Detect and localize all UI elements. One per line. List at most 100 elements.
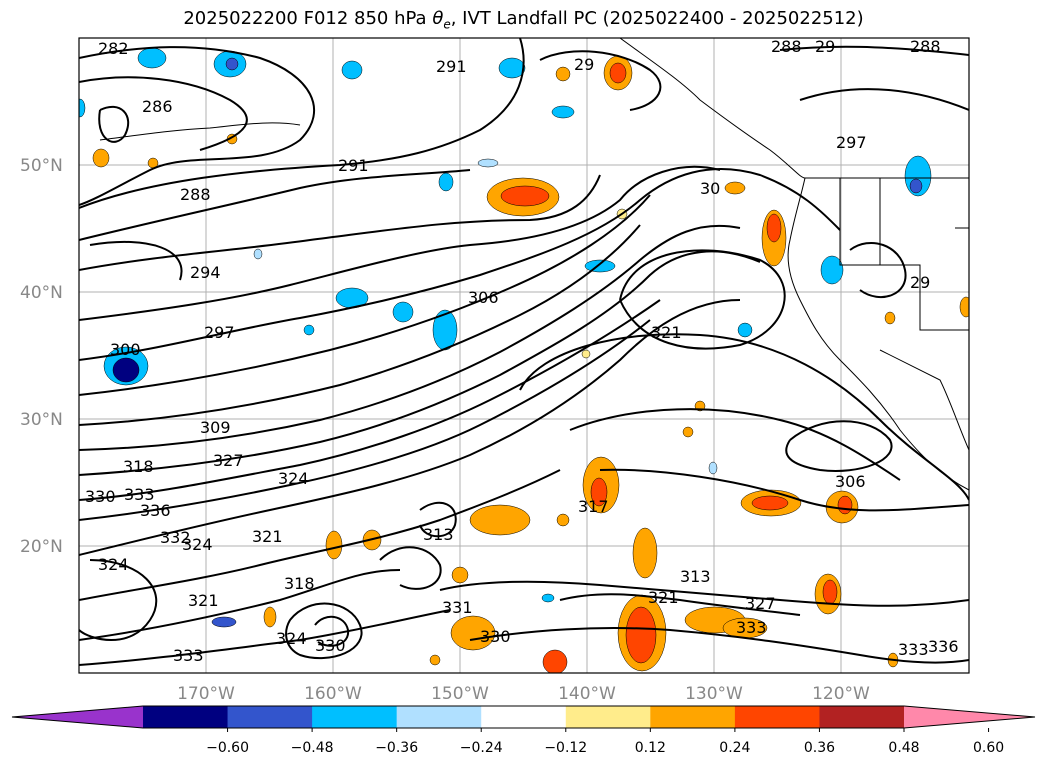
contour-label: 288 (910, 37, 941, 56)
neg-patch (584, 259, 616, 273)
lon-label-170w: 170°W (177, 684, 235, 704)
colorbar-extend-low (12, 706, 143, 728)
neg-patch (551, 105, 575, 119)
contour-label: 297 (836, 133, 867, 152)
colorbar-segment (143, 706, 229, 728)
contour-line (314, 615, 350, 647)
contour-line (849, 241, 907, 299)
contour-label: 324 (278, 469, 309, 488)
contour-label: 318 (284, 574, 315, 593)
colorbar-tick-label: −0.48 (291, 740, 334, 756)
contour-line (79, 250, 761, 476)
contour-line (469, 627, 969, 664)
neg-patch (708, 461, 718, 475)
contour-line (779, 45, 969, 56)
pos-patch (632, 527, 658, 579)
contour-line (98, 105, 130, 143)
colorbar-tick-label: 0.12 (635, 740, 666, 756)
contour-line (79, 169, 471, 241)
contour-label: 330 (85, 487, 116, 506)
contour-label: 336 (928, 637, 959, 656)
contour-label: 294 (190, 263, 221, 282)
map-title: 2025022200 F012 850 hPa θe, IVT Landfall… (183, 8, 864, 32)
neg-patch (225, 57, 239, 71)
contour-label: 321 (252, 527, 283, 546)
pos-patch (590, 477, 608, 507)
contour-label: 30 (700, 179, 720, 198)
neg-patch (820, 255, 844, 285)
positive-pc-patches (92, 55, 969, 673)
contour-line (419, 501, 457, 538)
border (839, 178, 969, 331)
pos-patch (555, 66, 571, 82)
neg-patch (137, 47, 167, 69)
contour-line (79, 299, 661, 501)
contour-line (599, 468, 969, 512)
contour-label: 333 (898, 640, 929, 659)
lon-label-140w: 140°W (558, 684, 616, 704)
contour-label: 29 (815, 37, 835, 56)
contour-label: 336 (140, 501, 171, 520)
colorbar: −0.60 −0.48 −0.36 −0.24 −0.12 0.12 0.24 0.36 0.4… (11, 705, 1036, 756)
colorbar-segment (650, 706, 736, 728)
colorbar-segment (312, 706, 398, 728)
contour-line (89, 241, 183, 281)
colorbar-tick-label: −0.12 (544, 740, 587, 756)
contour-line (79, 609, 451, 666)
contour-label: 306 (468, 288, 499, 307)
pos-patch (884, 311, 896, 325)
lat-label-50n: 50°N (20, 156, 63, 176)
contour-line (559, 593, 801, 616)
coastline (619, 38, 969, 179)
contour-label: 313 (680, 567, 711, 586)
colorbar-tick-label: −0.60 (206, 740, 249, 756)
contour-label: 318 (123, 457, 154, 476)
contour-label: 324 (276, 629, 307, 648)
contour-line (79, 299, 741, 556)
colorbar-tick-label: −0.36 (375, 740, 418, 756)
lat-label-30n: 30°N (20, 410, 63, 430)
colorbar-segment (734, 706, 820, 728)
contour-label: 333 (736, 618, 767, 637)
pos-patch (959, 296, 969, 318)
contour-label: 29 (910, 273, 930, 292)
colorbar-tick-label: 0.60 (973, 740, 1004, 756)
pos-patch (263, 606, 277, 628)
contour-line (79, 559, 158, 641)
pos-patch (450, 615, 496, 651)
contour-label: 29 (574, 55, 594, 74)
contour-label: 306 (835, 472, 866, 491)
neg-patch (432, 309, 458, 351)
contour-label: 321 (648, 588, 679, 607)
contour-line (79, 76, 248, 151)
contour-line (79, 46, 316, 206)
pos-patch (500, 185, 550, 207)
lon-label-160w: 160°W (304, 684, 362, 704)
neg-patch (303, 324, 315, 336)
contour-label: 327 (745, 594, 776, 613)
contour-label: 331 (442, 598, 473, 617)
pos-patch (469, 504, 531, 536)
pos-patch (837, 495, 853, 515)
contour-line (79, 194, 651, 396)
contour-label: 324 (182, 535, 213, 554)
colorbar-extend-high (904, 706, 1035, 728)
lon-label-130w: 130°W (685, 684, 743, 704)
contour-label: 324 (98, 555, 129, 574)
colorbar-tick-label: 0.48 (888, 740, 919, 756)
contour-line (79, 165, 721, 321)
contour-label: 333 (124, 485, 155, 504)
coastlines (99, 38, 969, 491)
contour-label: 321 (188, 591, 219, 610)
contour-label: 288 (180, 185, 211, 204)
contour-label: 286 (142, 97, 173, 116)
contour-label: 317 (578, 497, 609, 516)
contour-label: 282 (98, 39, 129, 58)
neg-patch (211, 616, 237, 628)
contour-line (619, 249, 786, 350)
coastline (787, 177, 969, 491)
pos-patch (581, 349, 591, 359)
coastline (879, 349, 969, 451)
neg-patch (909, 178, 923, 194)
